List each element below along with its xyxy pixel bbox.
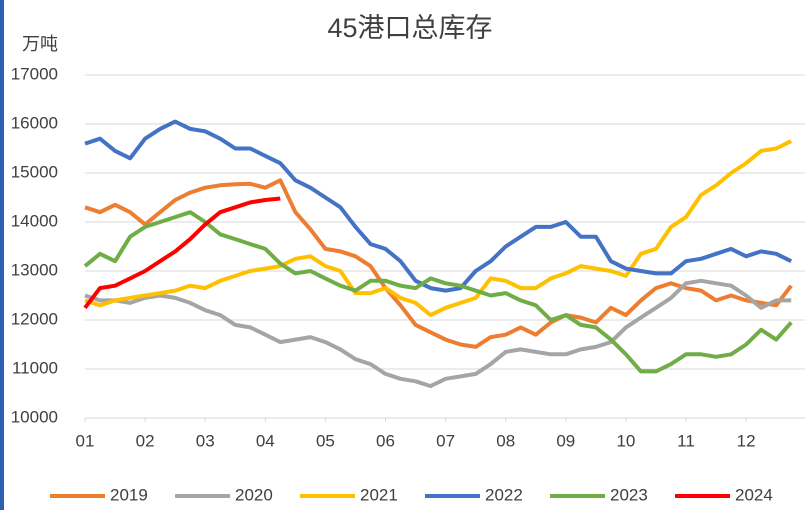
x-tick-label: 03	[196, 431, 215, 450]
y-tick-label: 12000	[11, 309, 58, 328]
series-line	[84, 178, 793, 349]
y-tick-label: 13000	[11, 260, 58, 279]
x-tick-label: 05	[316, 431, 335, 450]
x-tick-label: 02	[136, 431, 155, 450]
x-tick-label: 12	[737, 431, 756, 450]
x-tick-label: 04	[256, 431, 275, 450]
series-line	[84, 119, 793, 293]
x-tick-label: 08	[496, 431, 515, 450]
y-tick-label: 11000	[12, 358, 58, 377]
y-axis-label: 万吨	[22, 34, 58, 54]
y-tick-label: 10000	[11, 407, 58, 426]
chart-title: 45港口总库存	[327, 13, 492, 43]
x-tick-label: 11	[677, 431, 695, 450]
x-tick-label: 07	[436, 431, 455, 450]
y-tick-label: 17000	[11, 64, 58, 83]
x-tick-label: 06	[376, 431, 395, 450]
y-tick-label: 15000	[11, 162, 58, 181]
series-line	[84, 278, 792, 389]
series-line	[83, 196, 281, 310]
y-tick-label: 14000	[11, 211, 58, 230]
x-tick-label: 09	[556, 431, 575, 450]
series-line	[84, 139, 793, 318]
legend-label: 2022	[485, 485, 523, 504]
y-tick-label: 16000	[11, 113, 58, 132]
legend-label: 2024	[735, 485, 773, 504]
x-tick-label: 10	[616, 431, 635, 450]
series-line	[83, 210, 793, 374]
legend-label: 2023	[610, 485, 648, 504]
edge-bar	[0, 0, 4, 510]
legend-label: 2021	[360, 485, 398, 504]
x-tick-label: 01	[76, 431, 95, 450]
legend-label: 2020	[235, 485, 273, 504]
legend-label: 2019	[110, 485, 148, 504]
